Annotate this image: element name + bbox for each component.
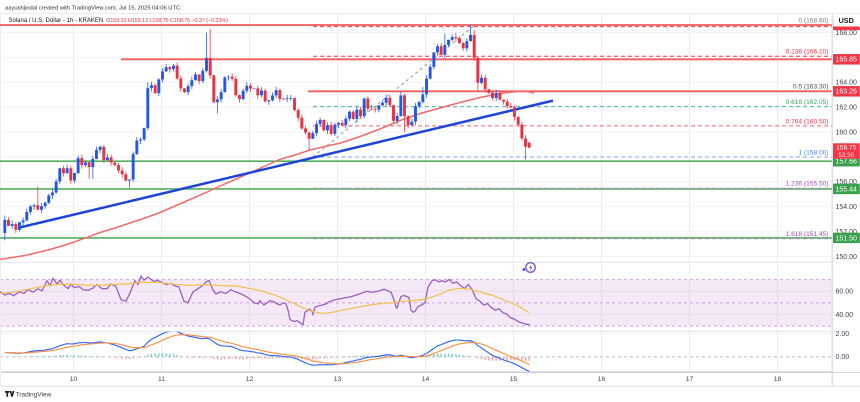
svg-text:168.00: 168.00 [836, 30, 858, 37]
svg-text:165.85: 165.85 [835, 57, 857, 64]
svg-text:0.618 (162.05): 0.618 (162.05) [786, 99, 829, 106]
svg-text:162.00: 162.00 [836, 105, 858, 112]
svg-text:13: 13 [334, 376, 342, 383]
svg-text:18: 18 [774, 376, 782, 383]
svg-text:163.26: 163.26 [835, 89, 857, 96]
svg-text:TradingView: TradingView [16, 392, 52, 399]
svg-text:16: 16 [598, 376, 606, 383]
svg-text:164.00: 164.00 [836, 80, 858, 87]
svg-text:1.236 (155.50): 1.236 (155.50) [786, 181, 829, 188]
svg-text:1.618 (151.45): 1.618 (151.45) [786, 231, 829, 238]
svg-text:2.00: 2.00 [836, 331, 850, 338]
svg-text:150.00: 150.00 [836, 254, 858, 261]
svg-text:160.00: 160.00 [836, 129, 858, 136]
svg-text:53:36: 53:36 [838, 152, 854, 159]
svg-text:152.00: 152.00 [836, 229, 858, 236]
svg-text:USD: USD [839, 16, 854, 25]
svg-text:155.44: 155.44 [835, 186, 857, 193]
svg-text:151.50: 151.50 [835, 235, 857, 242]
svg-text:10: 10 [70, 376, 78, 383]
svg-text:1 (158.00): 1 (158.00) [798, 149, 828, 156]
svg-text:aayushjindal created with Trad: aayushjindal created with TradingView.co… [5, 6, 180, 12]
svg-text:O159.13 H159.13 L158.75 C158.7: O159.13 H159.13 L158.75 C158.75 −0.37 (−… [106, 18, 228, 24]
svg-text:14: 14 [422, 376, 430, 383]
svg-text:0.764 (160.50): 0.764 (160.50) [786, 118, 829, 125]
svg-text:158.75: 158.75 [836, 145, 857, 152]
svg-text:11: 11 [158, 376, 165, 383]
svg-text:40.00: 40.00 [836, 312, 854, 319]
svg-text:Solana / U.S. Dollar - 1h - KR: Solana / U.S. Dollar - 1h - KRAKEN [9, 18, 104, 24]
svg-text:60.00: 60.00 [836, 289, 854, 296]
svg-text:157.66: 157.66 [835, 159, 857, 166]
svg-text:156.00: 156.00 [836, 179, 858, 186]
svg-text:17: 17 [686, 376, 694, 383]
svg-text:12: 12 [246, 376, 254, 383]
svg-text:15: 15 [510, 376, 518, 383]
svg-text:0 (168.60): 0 (168.60) [798, 17, 828, 24]
svg-text:154.00: 154.00 [836, 204, 858, 211]
svg-text:0.5 (163.30): 0.5 (163.30) [793, 83, 829, 90]
svg-text:0.236 (166.10): 0.236 (166.10) [786, 49, 829, 56]
svg-text:0.00: 0.00 [836, 354, 850, 361]
